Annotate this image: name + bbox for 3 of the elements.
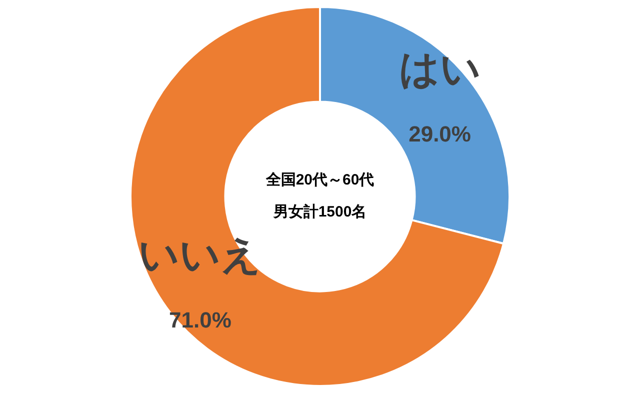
text: 男女計1500名 — [272, 204, 367, 221]
data-label: 29.0% — [408, 122, 471, 147]
text: 全国20代～60代 — [264, 172, 374, 189]
